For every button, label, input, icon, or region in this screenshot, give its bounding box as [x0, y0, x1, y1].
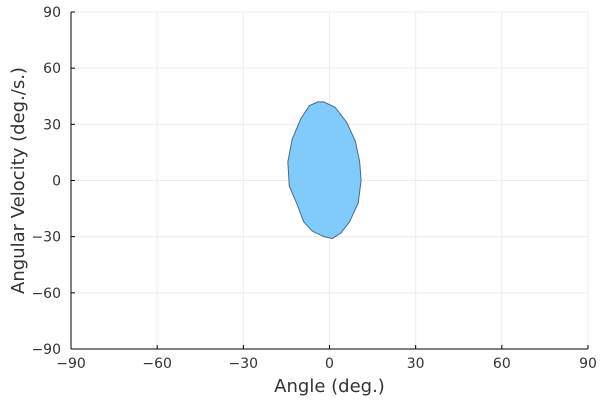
y-tick-label: 60	[43, 61, 61, 77]
y-tick-label: −90	[31, 342, 61, 358]
x-axis-label: Angle (deg.)	[274, 376, 385, 397]
y-tick-label: −60	[31, 286, 61, 302]
y-tick-label: −30	[31, 230, 61, 246]
y-tick-label: 90	[43, 5, 61, 21]
grid	[70, 11, 589, 350]
series-area	[287, 101, 362, 240]
x-tick-label: 0	[325, 356, 334, 372]
y-ticks: −90 −60 −30 0 30 60 90	[31, 5, 75, 358]
x-tick-label: −30	[229, 356, 259, 372]
x-tick-label: 30	[407, 356, 425, 372]
y-tick-label: 30	[43, 117, 61, 133]
x-tick-label: −90	[56, 356, 86, 372]
filled-region	[287, 101, 362, 240]
y-tick-label: 0	[52, 174, 61, 190]
x-ticks: −90 −60 −30 0 30 60 90	[56, 345, 597, 372]
x-tick-label: 60	[493, 356, 511, 372]
x-tick-label: 90	[579, 356, 597, 372]
y-axis-label: Angular Velocity (deg./s.)	[8, 67, 29, 294]
x-tick-label: −60	[142, 356, 172, 372]
